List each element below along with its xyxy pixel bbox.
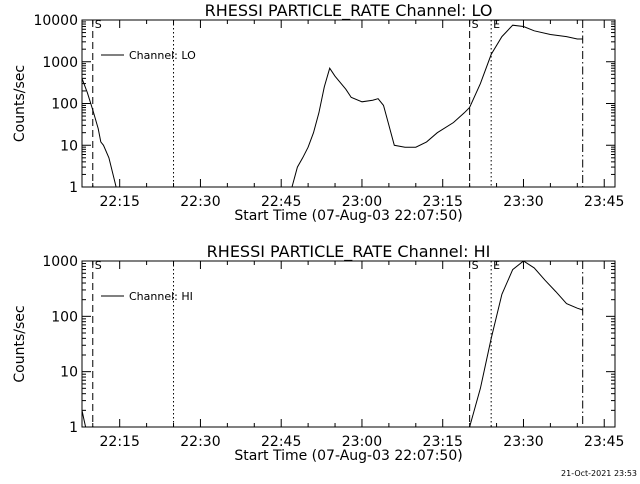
y-tick-label: 10 [60, 365, 78, 381]
x-tick-label: 23:45 [584, 434, 624, 450]
x-tick-label: 23:45 [584, 194, 624, 210]
chart-channel-hi: RHESSI PARTICLE_RATE Channel: HI 1 10 100 10… [12, 242, 624, 464]
x-tick-label: 23:30 [503, 434, 543, 450]
y-tick-label: 100 [51, 97, 78, 113]
x-tick-label: 22:15 [100, 194, 140, 210]
x-tick-label: 23:00 [342, 434, 382, 450]
y-tick-label: 1 [69, 180, 78, 196]
chart-title: RHESSI PARTICLE_RATE Channel: LO [205, 1, 493, 21]
x-tick-label: 23:15 [423, 194, 463, 210]
y-tick-label: 100 [51, 309, 78, 325]
x-tick-label: 22:15 [100, 434, 140, 450]
marker-label: S [95, 259, 102, 272]
x-tick-label: 22:30 [180, 434, 220, 450]
marker-label: E [493, 259, 500, 272]
marker-label: E [493, 18, 500, 31]
series-line [291, 24, 583, 187]
chart-channel-lo: RHESSI PARTICLE_RATE Channel: LO 1 10 100 10… [12, 1, 624, 224]
series-line [469, 261, 583, 427]
series-line [82, 78, 117, 187]
legend-entry: Channel: LO [129, 49, 196, 62]
x-tick-label: 22:30 [180, 194, 220, 210]
x-tick-label: 23:15 [423, 434, 463, 450]
marker-label: S [472, 259, 479, 272]
footer-date: 21-Oct-2021 23:53 [561, 469, 637, 478]
x-axis-label: Start Time (07-Aug-03 22:07:50) [234, 208, 462, 224]
plot-frame [81, 260, 616, 428]
x-tick-label: 23:30 [503, 194, 543, 210]
y-axis-label: Counts/sec [12, 305, 28, 382]
y-tick-label: 10 [60, 138, 78, 154]
marker-label: S [472, 18, 479, 31]
x-tick-label: 23:00 [342, 194, 382, 210]
marker-label: S [95, 18, 102, 31]
x-tick-label: 22:45 [261, 434, 301, 450]
y-tick-label: 10000 [33, 13, 78, 29]
y-axis-label: Counts/sec [12, 65, 28, 142]
x-axis-label: Start Time (07-Aug-03 22:07:50) [234, 448, 462, 464]
y-tick-label: 1000 [42, 254, 78, 270]
series-line [82, 410, 87, 427]
x-tick-label: 22:45 [261, 194, 301, 210]
legend-entry: Channel: HI [129, 290, 193, 303]
y-tick-label: 1 [69, 420, 78, 436]
chart-title: RHESSI PARTICLE_RATE Channel: HI [207, 242, 491, 262]
y-tick-label: 1000 [42, 55, 78, 71]
